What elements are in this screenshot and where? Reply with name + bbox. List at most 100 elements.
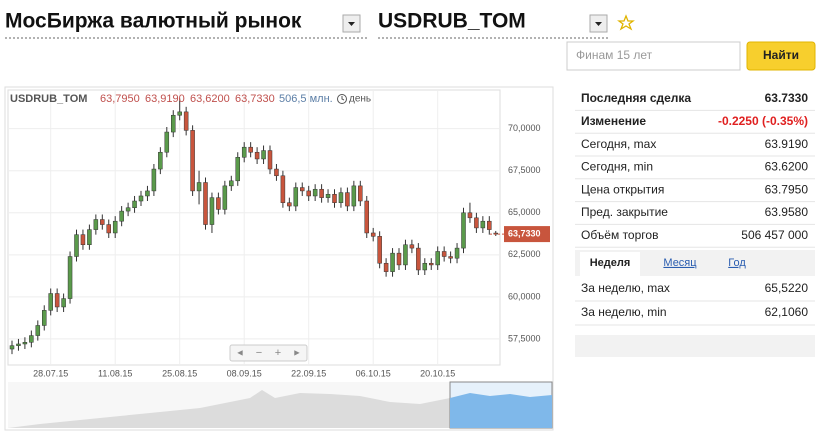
candle-body bbox=[158, 151, 163, 170]
zoom-in[interactable]: + bbox=[275, 347, 281, 359]
x-tick-label: 20.10.15 bbox=[420, 368, 455, 378]
chart-symbol: USDRUB_TOM bbox=[10, 93, 87, 105]
quote-open: 63,7950 bbox=[100, 93, 140, 105]
candle-body bbox=[29, 335, 34, 343]
stat-label: Последняя сделка bbox=[581, 91, 691, 105]
scroll-left[interactable]: ◄ bbox=[236, 347, 245, 357]
candle-body bbox=[125, 207, 131, 212]
candle-body bbox=[61, 298, 66, 308]
candle-body bbox=[254, 151, 260, 160]
stat-value: 63.6200 bbox=[765, 160, 809, 174]
instrument-title: USDRUB_TOM bbox=[378, 10, 526, 33]
candle-body bbox=[396, 252, 402, 266]
candle-body bbox=[480, 220, 486, 229]
candle-body bbox=[467, 212, 473, 219]
candle-body bbox=[93, 219, 99, 230]
candle-body bbox=[151, 168, 157, 192]
stats-panel: Последняя сделка 63.7330 Изменение -0.2250 … bbox=[575, 91, 815, 357]
candle-body bbox=[274, 168, 279, 177]
candle-body bbox=[325, 194, 331, 198]
candle-body bbox=[448, 256, 453, 259]
stat-value: 63.7330 bbox=[765, 91, 809, 105]
candle-body bbox=[338, 192, 344, 203]
candle-body bbox=[441, 251, 447, 257]
candle-body bbox=[487, 220, 492, 230]
candle-body bbox=[190, 130, 195, 192]
stat-value: 63.9580 bbox=[765, 205, 809, 219]
footer-bar bbox=[575, 335, 815, 357]
candle-body bbox=[312, 188, 318, 197]
candle-body bbox=[429, 262, 434, 266]
stat-label: Сегодня, max bbox=[581, 137, 656, 151]
tab[interactable]: Месяц bbox=[663, 257, 697, 269]
candle-body bbox=[145, 190, 150, 197]
period-icon[interactable] bbox=[337, 94, 347, 104]
candle-body bbox=[203, 182, 208, 225]
tab[interactable]: Год bbox=[728, 257, 746, 269]
candle-body bbox=[409, 244, 415, 249]
plot-area bbox=[7, 89, 501, 366]
candle-body bbox=[177, 111, 182, 116]
stat-value: 506 457 000 bbox=[741, 228, 808, 242]
quote-low: 63,6200 bbox=[190, 93, 230, 105]
last-price-tag bbox=[504, 226, 550, 243]
candle-body bbox=[80, 234, 86, 245]
candle-body bbox=[390, 252, 395, 272]
x-tick-label: 08.09.15 bbox=[227, 368, 262, 378]
candle-body bbox=[267, 150, 273, 170]
navigator-area bbox=[8, 390, 450, 428]
candle-body bbox=[229, 180, 234, 187]
candle-body bbox=[171, 114, 176, 133]
quote-volume: 506,5 млн. bbox=[279, 93, 333, 105]
candle-body bbox=[377, 236, 382, 264]
search-button-label: Найти bbox=[763, 48, 799, 62]
navigator-selected-area bbox=[450, 393, 552, 428]
candle-body bbox=[370, 232, 376, 237]
candle-body bbox=[22, 342, 28, 345]
y-tick-label: 67,5000 bbox=[508, 165, 541, 175]
candle-body bbox=[241, 146, 247, 158]
candle-body bbox=[287, 202, 292, 207]
candle-body bbox=[364, 200, 369, 234]
week-label: За неделю, max bbox=[581, 281, 670, 295]
candle-body bbox=[209, 197, 215, 225]
candle-body bbox=[132, 200, 137, 208]
stat-label: Объём торгов bbox=[581, 228, 658, 242]
tab[interactable]: Неделя bbox=[590, 257, 631, 269]
candle-body bbox=[293, 187, 299, 207]
search-input[interactable] bbox=[566, 41, 741, 71]
candle-body bbox=[67, 256, 73, 299]
scroll-right[interactable]: ► bbox=[293, 347, 302, 357]
candle-body bbox=[351, 185, 357, 207]
candle-body bbox=[416, 247, 421, 271]
candle-body bbox=[112, 220, 118, 234]
last-price-label: 63,7330 bbox=[508, 228, 541, 238]
y-tick-label: 60,0000 bbox=[508, 291, 541, 301]
search-placeholder: Финам 15 лет bbox=[576, 48, 653, 62]
candle-body bbox=[48, 293, 53, 311]
stat-value: -0.2250 (-0.35%) bbox=[718, 114, 808, 128]
x-tick-label: 28.07.15 bbox=[33, 368, 68, 378]
week-value: 65,5220 bbox=[765, 281, 809, 295]
x-tick-label: 25.08.15 bbox=[162, 368, 197, 378]
y-tick-label: 62,5000 bbox=[508, 249, 541, 259]
candle-body bbox=[235, 157, 240, 182]
candle-body bbox=[435, 251, 440, 266]
favorite-star[interactable] bbox=[617, 14, 635, 31]
candle-body bbox=[196, 182, 202, 192]
zoom-out[interactable]: − bbox=[256, 347, 262, 359]
dropdown-arrow bbox=[595, 22, 602, 26]
market-title: МосБиржа валютный рынок bbox=[5, 10, 302, 33]
quote-high: 63,9190 bbox=[145, 93, 185, 105]
candle-body bbox=[164, 131, 170, 153]
search-button[interactable] bbox=[746, 41, 816, 71]
candle-body bbox=[119, 210, 124, 222]
candle-body bbox=[222, 185, 228, 210]
candle-body bbox=[248, 146, 253, 153]
x-tick-label: 06.10.15 bbox=[356, 368, 391, 378]
x-tick-label: 22.09.15 bbox=[291, 368, 326, 378]
candle-body bbox=[422, 262, 428, 271]
period-label[interactable]: день bbox=[349, 94, 371, 105]
